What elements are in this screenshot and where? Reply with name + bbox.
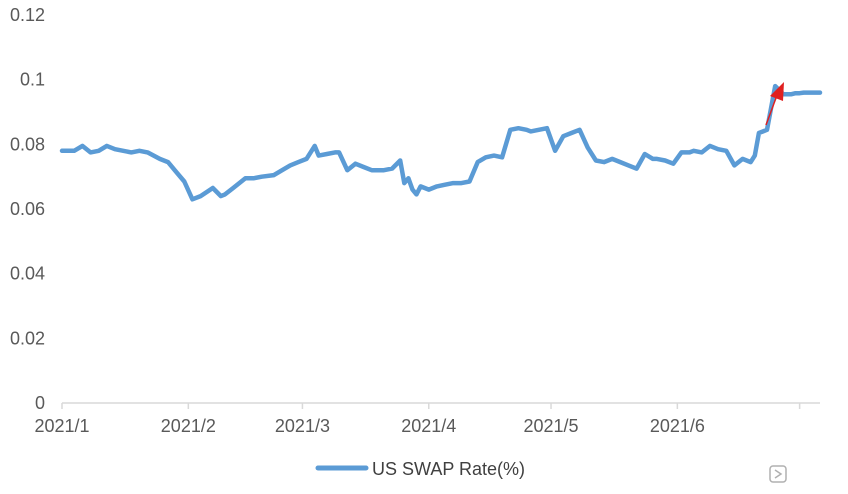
y-tick-label: 0.02	[10, 328, 45, 348]
y-tick-label: 0.04	[10, 264, 45, 284]
x-tick-label: 2021/5	[524, 416, 579, 436]
x-tick-label: 2021/6	[650, 416, 705, 436]
x-tick-label: 2021/2	[161, 416, 216, 436]
legend-label-us-swap-rate: US SWAP Rate(%)	[372, 459, 525, 479]
annotation-layer	[765, 82, 784, 126]
x-axis: 2021/1 2021/2 2021/3 2021/4 2021/5 2021/6	[34, 402, 820, 436]
x-tick-label: 2021/1	[34, 416, 89, 436]
y-tick-label: 0.06	[10, 199, 45, 219]
watermark-icon-mark	[774, 469, 783, 479]
legend: US SWAP Rate(%)	[315, 459, 525, 479]
y-tick-label: 0.08	[10, 134, 45, 154]
series-layer	[59, 83, 823, 202]
watermark-icon	[769, 465, 787, 483]
watermark-logo	[769, 465, 787, 483]
y-axis: 0 0.02 0.04 0.06 0.08 0.1 0.12	[10, 5, 45, 413]
x-tick-label: 2021/4	[401, 416, 456, 436]
y-tick-label: 0.12	[10, 5, 45, 25]
series-line-us-swap-rate	[59, 83, 823, 202]
annotation-arrow-head	[770, 82, 784, 101]
y-tick-label: 0.1	[20, 70, 45, 90]
y-tick-label: 0	[35, 393, 45, 413]
annotation-arrow-shaft	[765, 97, 777, 126]
x-tick-label: 2021/3	[275, 416, 330, 436]
